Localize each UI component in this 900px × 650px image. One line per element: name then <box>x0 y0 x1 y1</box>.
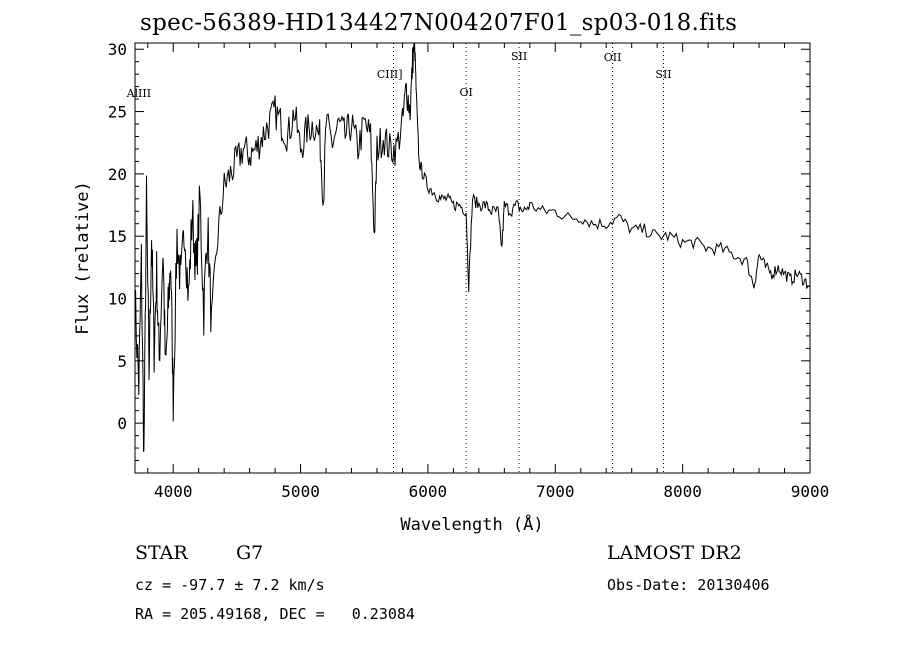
x-tick-label-8000: 8000 <box>663 482 702 501</box>
y-tick-label-10: 10 <box>108 290 127 309</box>
class-label: STAR <box>135 542 188 564</box>
annotation-0: AlIII <box>126 87 152 100</box>
plot-frame <box>134 42 811 474</box>
chart-title: spec-56389-HD134427N004207F01_sp03-018.f… <box>140 10 738 36</box>
annotation-2: OI <box>459 86 472 99</box>
annotation-4: OII <box>604 51 622 64</box>
axis-tick-labels: 4000 5000 6000 7000 8000 9000 0 5 10 15 20 25 30 <box>108 40 830 501</box>
axis-ticks <box>135 43 811 474</box>
y-axis-label: Flux (relative) <box>73 181 93 335</box>
y-tick-label-0: 0 <box>117 414 127 433</box>
y-tick-label-30: 30 <box>108 40 127 59</box>
x-tick-label-4000: 4000 <box>154 482 193 501</box>
cz-label: cz = -97.7 ± 7.2 km/s <box>135 576 325 594</box>
subclass-label: G7 <box>236 542 264 564</box>
line-annotations: AlIII CIII] OI SII OII SII <box>126 50 672 100</box>
spectrum-line <box>134 42 811 452</box>
y-tick-label-15: 15 <box>108 227 127 246</box>
radec-label: RA = 205.49168, DEC = 0.23084 <box>135 605 415 623</box>
x-tick-label-6000: 6000 <box>409 482 448 501</box>
obs-date-label: Obs-Date: 20130406 <box>607 576 770 594</box>
marker-lines <box>393 43 665 473</box>
annotation-3: SII <box>511 50 527 63</box>
annotation-5: SII <box>655 68 671 81</box>
y-tick-label-5: 5 <box>117 352 127 371</box>
annotation-1: CIII] <box>377 68 403 81</box>
x-tick-label-7000: 7000 <box>536 482 575 501</box>
x-tick-label-9000: 9000 <box>791 482 830 501</box>
x-tick-label-5000: 5000 <box>281 482 320 501</box>
survey-label: LAMOST DR2 <box>607 542 742 564</box>
y-tick-label-20: 20 <box>108 165 127 184</box>
y-tick-label-25: 25 <box>108 103 127 122</box>
x-axis-label: Wavelength (Å) <box>400 513 543 535</box>
